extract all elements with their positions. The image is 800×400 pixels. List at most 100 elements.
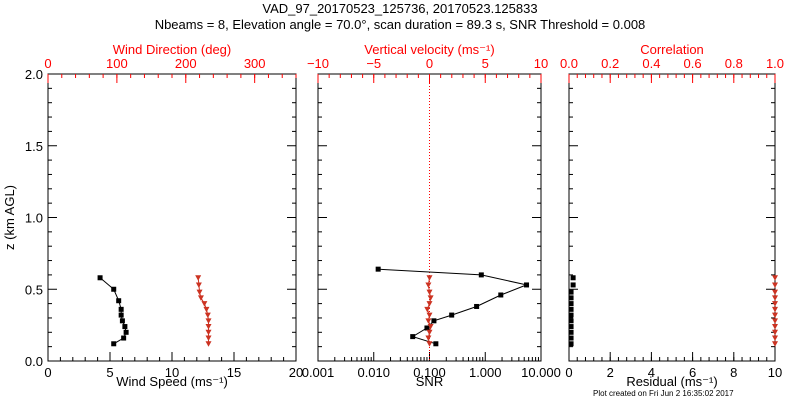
correlation-point xyxy=(772,324,778,330)
top-tick-label: 0.2 xyxy=(601,56,619,71)
x-tick-label: 6 xyxy=(689,365,696,380)
residual-point xyxy=(570,282,576,288)
residual-point xyxy=(568,335,574,341)
x-axis-label: Residual (ms⁻¹) xyxy=(626,374,717,389)
vertical-velocity-point xyxy=(424,306,431,313)
snr-point xyxy=(433,341,439,347)
plot-created-note: Plot created on Fri Jun 2 16:35:02 2017 xyxy=(593,389,734,398)
panel-residual-correlation: 0 2 4 6 8 10 Residual (ms⁻¹) 0.0 0.2 0.4 0.6 0.8 1.0… xyxy=(560,42,784,389)
wind-direction-point xyxy=(205,329,212,336)
residual-point xyxy=(568,306,574,312)
residual-point xyxy=(568,301,574,307)
top-tick-label: −10 xyxy=(307,56,329,71)
top-tick-label: 10 xyxy=(534,56,548,71)
wind-speed-line xyxy=(99,277,127,345)
wind-speed-point xyxy=(121,335,127,341)
correlation-point xyxy=(772,341,778,347)
x-tick-label: 1.000 xyxy=(469,365,502,380)
residual-point xyxy=(568,341,574,347)
chart-title: VAD_97_20170523_125736, 20170523.125833 xyxy=(262,1,538,16)
snr-point xyxy=(431,318,437,324)
x-tick-label: 10 xyxy=(768,365,782,380)
top-tick-label: 100 xyxy=(106,56,128,71)
residual-point xyxy=(568,295,574,301)
top-tick-label: 0.8 xyxy=(725,56,743,71)
wind-speed-point xyxy=(116,298,122,304)
x-tick-label: 8 xyxy=(730,365,737,380)
correlation-point xyxy=(772,306,778,313)
wind-direction-point xyxy=(205,324,212,330)
vertical-velocity-point xyxy=(426,329,433,336)
plot-frame xyxy=(568,73,776,362)
snr-point xyxy=(424,325,430,331)
wind-direction-point xyxy=(197,295,204,301)
top-tick-label: 0.0 xyxy=(560,56,578,71)
snr-point xyxy=(410,334,416,340)
correlation-point xyxy=(772,335,778,342)
plot-frame xyxy=(47,73,297,362)
snr-point xyxy=(375,266,381,272)
correlation-point xyxy=(772,289,778,296)
y-tick-label: 2.0 xyxy=(25,67,43,82)
x-axis-label: SNR xyxy=(416,374,443,389)
top-tick-label: 200 xyxy=(175,56,197,71)
wind-speed-point xyxy=(118,306,124,312)
top-tick-label: 0.6 xyxy=(684,56,702,71)
top-tick-label: 1.0 xyxy=(766,56,784,71)
wind-direction-point xyxy=(196,289,203,296)
vertical-velocity-point xyxy=(427,324,434,330)
snr-point xyxy=(478,272,484,278)
wind-speed-point xyxy=(111,341,117,347)
top-tick-label: 0 xyxy=(44,56,51,71)
wind-direction-point xyxy=(205,335,212,342)
vertical-velocity-point xyxy=(426,341,433,347)
residual-point xyxy=(568,324,574,330)
correlation-point xyxy=(772,275,778,281)
wind-speed-point xyxy=(118,312,124,318)
x-tick-label: 15 xyxy=(227,365,241,380)
x-tick-label: 0 xyxy=(44,365,51,380)
top-tick-label: 300 xyxy=(244,56,266,71)
x-tick-label: 4 xyxy=(648,365,655,380)
wind-direction-point xyxy=(201,301,208,307)
x-tick-label: 5 xyxy=(106,365,113,380)
top-tick-label: 0.4 xyxy=(642,56,660,71)
correlation-point xyxy=(772,329,778,336)
y-tick-label: 0.0 xyxy=(25,354,43,369)
wind-direction-point xyxy=(205,318,212,324)
wind-direction-point xyxy=(195,275,202,281)
wind-direction-point xyxy=(203,306,210,313)
snr-line xyxy=(378,268,529,345)
snr-point xyxy=(474,303,480,309)
residual-point xyxy=(570,275,576,281)
top-axis-label: Wind Direction (deg) xyxy=(113,42,232,57)
y-tick-label: 1.0 xyxy=(25,211,43,226)
residual-point xyxy=(568,312,574,318)
vertical-velocity-point xyxy=(426,312,433,319)
vertical-velocity-point xyxy=(427,295,434,301)
vertical-velocity-point xyxy=(426,275,433,281)
wind-speed-point xyxy=(122,324,128,330)
top-axis-label: Vertical velocity (ms⁻¹) xyxy=(364,42,494,57)
x-tick-label: 20 xyxy=(289,365,303,380)
top-axis-label: Correlation xyxy=(640,42,704,57)
vertical-velocity-point xyxy=(425,335,432,342)
x-tick-label: 0.010 xyxy=(357,365,390,380)
vertical-velocity-point xyxy=(426,289,433,296)
wind-speed-point xyxy=(111,286,117,292)
x-tick-label: 0 xyxy=(565,365,572,380)
wind-speed-point xyxy=(123,329,129,335)
wind-direction-point xyxy=(204,312,211,319)
snr-point xyxy=(498,292,504,298)
residual-point xyxy=(568,318,574,324)
correlation-point xyxy=(772,318,778,324)
top-tick-label: −5 xyxy=(366,56,381,71)
vertical-velocity-point xyxy=(425,318,432,324)
correlation-point xyxy=(772,312,778,319)
x-tick-label: 2 xyxy=(607,365,614,380)
wind-speed-point xyxy=(119,318,125,324)
vertical-velocity-point xyxy=(425,282,432,288)
snr-point xyxy=(524,282,530,288)
correlation-point xyxy=(772,301,778,307)
